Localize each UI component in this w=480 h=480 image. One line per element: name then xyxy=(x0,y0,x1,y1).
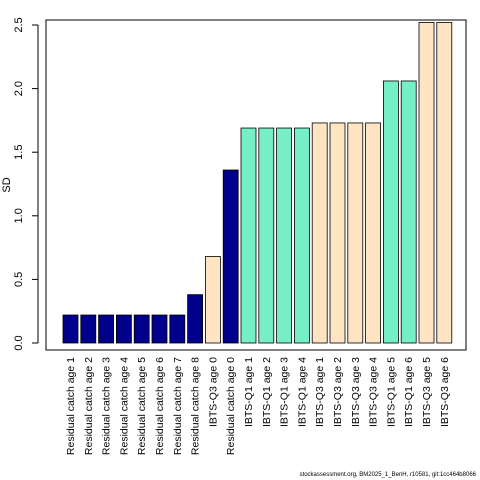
x-tick-label: IBTS-Q3 age 1 xyxy=(314,357,326,427)
x-tick-label: Residual catch age 7 xyxy=(172,357,184,455)
x-tick-label: Residual catch age 5 xyxy=(136,357,148,455)
x-tick-label: IBTS-Q3 age 4 xyxy=(368,357,380,427)
y-tick-label: 0.5 xyxy=(13,272,25,287)
y-tick-label: 2.0 xyxy=(13,81,25,96)
x-tick-label: IBTS-Q3 age 2 xyxy=(332,357,344,427)
bar xyxy=(80,314,97,344)
bar xyxy=(116,314,132,344)
bars-group xyxy=(62,22,453,344)
bar xyxy=(133,314,150,344)
footer-text: stockassessment.org, BM2025_1_BenH, r105… xyxy=(300,472,477,478)
y-tick-label: 2.5 xyxy=(13,17,25,32)
bar xyxy=(187,294,204,344)
x-tick-label: IBTS-Q3 age 6 xyxy=(439,357,451,427)
bar xyxy=(258,127,275,344)
bar xyxy=(329,122,346,344)
x-tick-label: Residual catch age 8 xyxy=(190,357,202,455)
x-axis-labels: Residual catch age 1 Residual catch age 2… xyxy=(65,357,451,455)
x-tick-label: IBTS-Q1 age 4 xyxy=(296,357,308,427)
x-tick-label: IBTS-Q1 age 6 xyxy=(403,357,415,427)
bar xyxy=(204,256,221,344)
bar xyxy=(293,127,310,344)
bar xyxy=(240,127,257,344)
y-tick-label: 1.5 xyxy=(13,145,25,160)
plot-frame xyxy=(45,19,467,351)
y-tick-label: 1.0 xyxy=(13,208,25,223)
x-tick-label: Residual catch age 3 xyxy=(101,357,113,455)
x-tick-label: Residual catch age 0 xyxy=(225,357,237,455)
x-tick-label: IBTS-Q3 age 0 xyxy=(207,357,219,427)
bar xyxy=(400,80,417,344)
bar xyxy=(436,22,453,344)
y-tick-label: 0.0 xyxy=(13,335,25,350)
x-tick-label: Residual catch age 4 xyxy=(118,357,130,455)
x-tick-label: IBTS-Q1 age 3 xyxy=(279,357,291,427)
x-tick-label: IBTS-Q3 age 3 xyxy=(350,357,362,427)
x-tick-label: Residual catch age 1 xyxy=(65,357,77,455)
bar xyxy=(382,80,399,344)
x-tick-label: IBTS-Q1 age 1 xyxy=(243,357,255,427)
x-tick-label: IBTS-Q1 age 5 xyxy=(385,357,397,427)
x-tick-label: Residual catch age 2 xyxy=(83,357,95,455)
bar xyxy=(365,122,382,344)
bar xyxy=(151,314,168,344)
y-axis-label: SD xyxy=(1,177,13,192)
y-axis: 0.0 0.5 1.0 1.5 2.0 2.5 xyxy=(13,17,39,351)
x-tick-label: IBTS-Q1 age 2 xyxy=(261,357,273,427)
bar xyxy=(62,314,79,344)
bar xyxy=(311,122,328,344)
x-tick-label: Residual catch age 6 xyxy=(154,357,166,455)
bar xyxy=(222,169,239,344)
bar xyxy=(98,314,114,344)
x-tick-label: IBTS-Q3 age 5 xyxy=(421,357,433,427)
bar xyxy=(418,22,435,344)
bar xyxy=(276,127,293,344)
bar xyxy=(347,122,364,344)
bar xyxy=(169,314,186,344)
